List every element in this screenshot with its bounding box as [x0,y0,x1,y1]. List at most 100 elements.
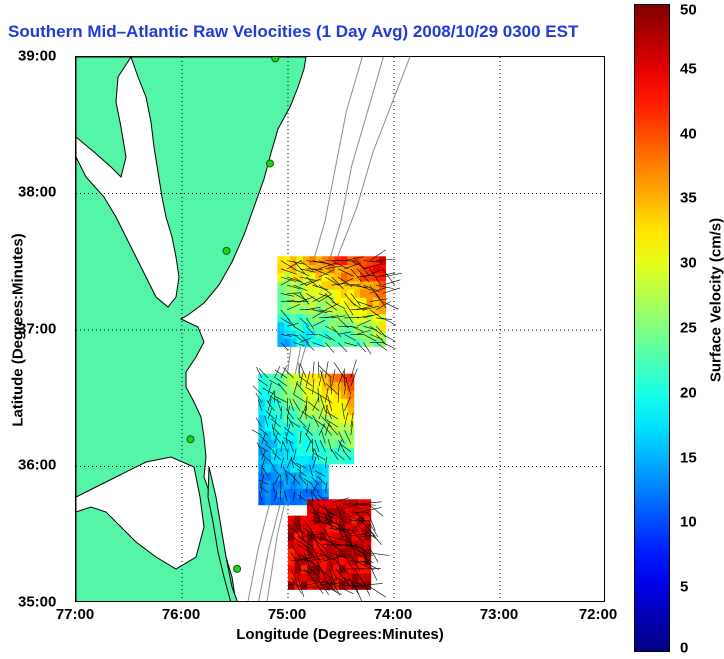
velocity-vector [369,298,388,302]
velocity-cell [277,321,285,331]
velocity-vector [344,396,351,411]
velocity-cell [360,338,367,347]
velocity-vector [382,272,402,278]
velocity-vector [325,418,339,428]
velocity-vector [262,467,269,477]
velocity-cell [319,523,327,533]
velocity-cell [366,313,374,323]
velocity-cell [360,321,367,331]
velocity-cell [328,264,336,274]
velocity-cell [290,256,297,265]
velocity-cell [277,455,285,465]
velocity-vector [325,265,343,270]
velocity-vector [280,440,284,452]
velocity-cell [319,515,327,525]
velocity-vector [297,494,307,502]
velocity-vector [299,268,316,273]
velocity-vector [274,432,278,444]
velocity-cell [321,431,329,440]
velocity-vector [310,511,330,521]
velocity-vector [314,418,326,428]
velocity-vector [344,309,353,323]
velocity-vector [316,568,336,581]
velocity-cell [366,264,374,274]
velocity-vector [289,440,294,452]
velocity-vector [261,449,266,461]
velocity-cell [321,297,329,306]
velocity-cell [338,556,346,566]
velocity-vector [259,486,269,493]
velocity-vector [354,519,367,537]
velocity-cell [372,305,380,315]
velocity-vector [306,276,319,288]
velocity-vector [325,383,339,395]
velocity-vector [293,491,295,501]
velocity-vector [344,325,359,328]
velocity-vector [280,342,289,351]
velocity-cell [271,480,278,489]
velocity-vector [293,394,307,403]
velocity-vector [317,476,326,485]
velocity-cell [302,390,310,399]
velocity-cell [379,305,387,315]
velocity-cell [328,455,336,465]
velocity-vector [357,314,373,319]
velocity-vector [367,527,382,545]
velocity-cell [302,439,310,448]
x-tick-label: 76:00 [161,606,201,623]
velocity-cell [357,556,365,566]
velocity-vector [323,519,344,526]
velocity-vector [255,392,263,403]
y-axis-label: Latitude (Degrees:Minutes) [9,233,27,427]
velocity-cell [277,406,285,416]
velocity-vector [318,262,336,270]
velocity-vector [325,315,339,319]
velocity-cell [345,548,353,558]
velocity-cell [360,305,367,315]
velocity-vector [363,305,380,311]
velocity-vector [303,478,313,485]
velocity-vector [280,365,287,379]
velocity-cell [360,272,367,282]
velocity-vector [369,268,382,286]
velocity-cell [347,264,355,274]
velocity-vector [329,527,349,533]
velocity-vector [331,315,346,319]
velocity-cell [315,439,323,448]
velocity-vector [284,491,288,501]
velocity-cell [309,398,317,407]
velocity-vector [307,401,320,412]
velocity-cell [264,496,272,506]
velocity-cell [341,272,348,282]
velocity-cell [302,496,310,506]
velocity-vector [335,503,344,523]
velocity-vector [356,268,370,283]
velocity-vector [318,365,332,379]
velocity-cell [345,523,353,533]
colorbar-tick-label: 35 [680,189,697,207]
velocity-cell [364,572,372,582]
velocity-vector [327,395,333,411]
velocity-vector [293,380,299,395]
velocity-vector [287,276,302,283]
velocity-vector [251,429,262,436]
chesapeake-bay [76,57,180,308]
velocity-vector [361,560,380,570]
velocity-cell [283,338,291,347]
velocity-vector [296,462,307,469]
velocity-vector [310,560,327,574]
velocity-vector [312,284,329,291]
velocity-cell [296,496,304,506]
velocity-vector [298,475,307,485]
velocity-cell [283,488,291,498]
velocity-vector [335,552,342,573]
velocity-cell [334,272,342,282]
velocity-vector [297,417,307,428]
velocity-cell [296,431,304,440]
velocity-vector [335,560,351,576]
velocity-vector [312,457,317,469]
velocity-vector [274,369,288,379]
velocity-cell [321,305,329,315]
y-tick-label: 38:00 [18,183,57,201]
velocity-vector [269,395,281,403]
